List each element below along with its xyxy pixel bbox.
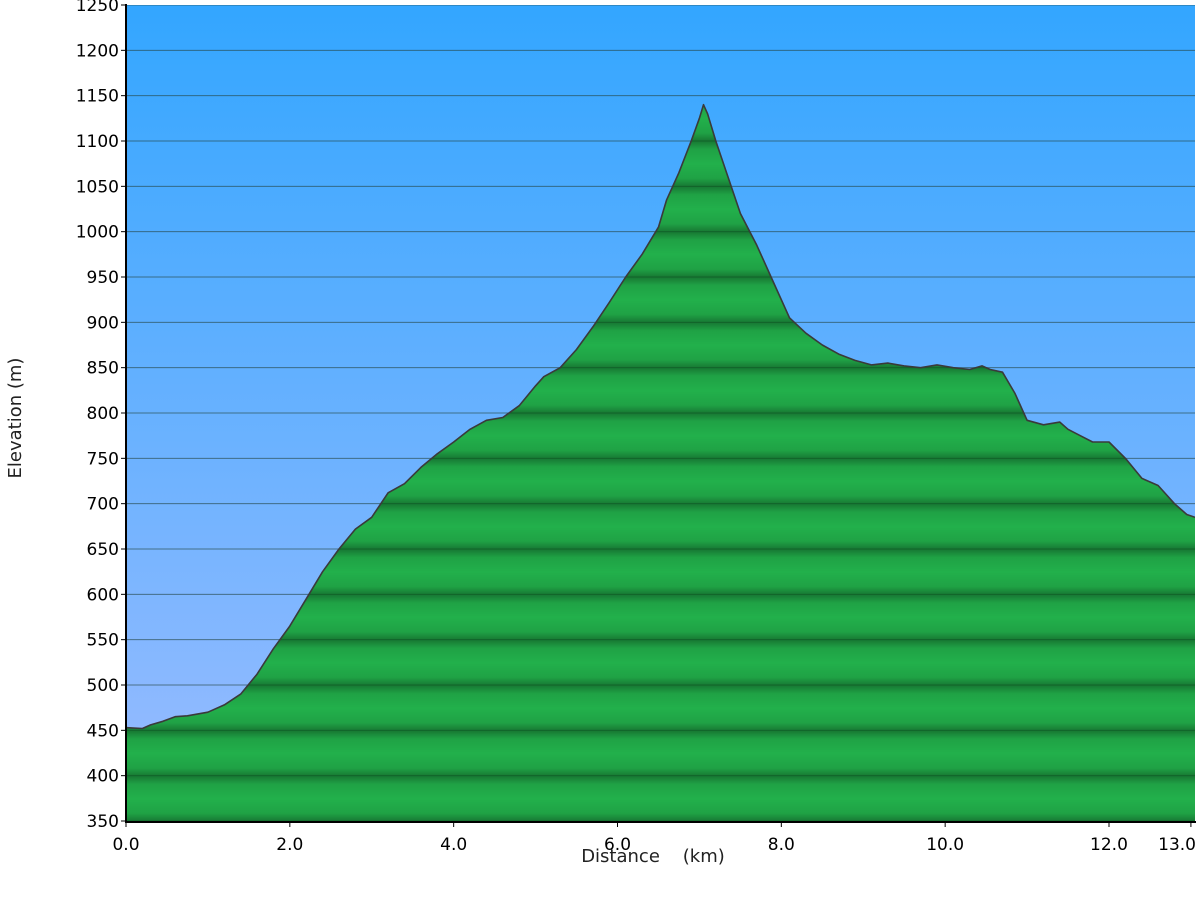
- y-tick-label: 850: [87, 359, 119, 379]
- y-axis-ticks: 350 400 450 500 550 600 650 700 750 800 850 900 950 1…: [76, 0, 126, 832]
- x-tick-label: 4.0: [440, 835, 467, 855]
- x-tick-label: 6.0: [604, 835, 631, 855]
- elevation-area-fill: [126, 104, 1195, 821]
- y-tick-label: 1150: [76, 87, 119, 107]
- y-tick-label: 550: [87, 631, 119, 651]
- y-tick-label: 350: [87, 812, 119, 832]
- x-tick-label: 8.0: [768, 835, 795, 855]
- y-tick-label: 1050: [76, 177, 119, 197]
- y-tick-label: 1100: [76, 132, 119, 152]
- y-tick-label: 600: [87, 585, 119, 605]
- y-tick-label: 800: [87, 404, 119, 424]
- elevation-profile-line: [126, 103, 1195, 730]
- y-axis-title: Elevation (m): [5, 358, 26, 479]
- y-tick-label: 1200: [76, 41, 119, 61]
- y-tick-label: 950: [87, 268, 119, 288]
- y-tick-label: 750: [87, 449, 119, 469]
- plot-area: [126, 5, 1195, 821]
- x-tick-label: 2.0: [276, 835, 303, 855]
- x-axis-title: Distance (km): [581, 846, 725, 867]
- x-tick-label: 0.0: [112, 835, 139, 855]
- y-tick-label: 1250: [76, 0, 119, 16]
- y-tick-label: 1000: [76, 223, 119, 243]
- y-tick-label: 650: [87, 540, 119, 560]
- x-tick-label: 12.0: [1090, 835, 1128, 855]
- y-tick-label: 450: [87, 721, 119, 741]
- gridlines-over-area: [126, 5, 1195, 821]
- y-tick-label: 700: [87, 495, 119, 515]
- y-tick-label: 500: [87, 676, 119, 696]
- y-tick-label: 900: [87, 313, 119, 333]
- x-tick-label: 13.0: [1158, 835, 1196, 855]
- x-axis-ticks: 0.0 2.0 4.0 6.0 8.0 10.0 12.0 13.0: [112, 822, 1196, 855]
- y-tick-label: 400: [87, 767, 119, 787]
- x-tick-label: 10.0: [926, 835, 964, 855]
